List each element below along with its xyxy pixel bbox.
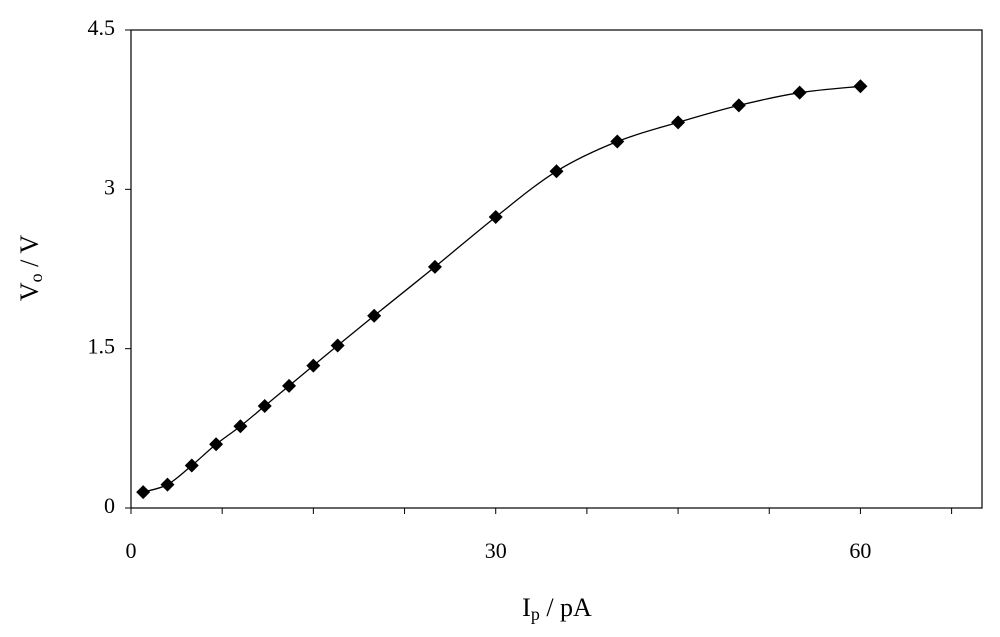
- x-tick-label: 0: [126, 538, 137, 563]
- y-axis-label: Vo / V: [15, 235, 46, 302]
- y-tick-label: 1.5: [88, 334, 116, 359]
- data-point: [427, 259, 442, 274]
- data-point: [367, 308, 382, 323]
- data-point: [488, 209, 503, 224]
- data-point: [136, 485, 151, 500]
- y-label-rest: / V: [15, 235, 44, 274]
- data-point: [610, 134, 625, 149]
- x-axis-label: Ip / pA: [522, 593, 592, 624]
- data-point: [731, 98, 746, 113]
- y-tick-label: 0: [104, 493, 115, 518]
- data-point: [209, 437, 224, 452]
- x-tick-label: 30: [485, 538, 507, 563]
- x-tick-label: 60: [849, 538, 871, 563]
- x-label-sub: p: [531, 604, 540, 624]
- series-line: [142, 85, 861, 493]
- y-label-main: V: [15, 282, 44, 301]
- x-label-rest: / pA: [540, 593, 592, 622]
- data-point: [160, 477, 175, 492]
- data-point: [792, 85, 807, 100]
- data-point: [257, 399, 272, 414]
- plot-frame: [130, 29, 983, 509]
- x-label-main: I: [522, 593, 531, 622]
- data-point: [549, 164, 564, 179]
- y-tick-label: 3: [104, 174, 115, 199]
- y-label-sub: o: [26, 273, 46, 282]
- data-point: [853, 79, 868, 94]
- data-point: [671, 115, 686, 130]
- y-tick-label: 4.5: [88, 15, 116, 40]
- data-point: [233, 419, 248, 434]
- data-point: [330, 338, 345, 353]
- data-point: [306, 358, 321, 373]
- data-point: [184, 458, 199, 473]
- data-point: [282, 378, 297, 393]
